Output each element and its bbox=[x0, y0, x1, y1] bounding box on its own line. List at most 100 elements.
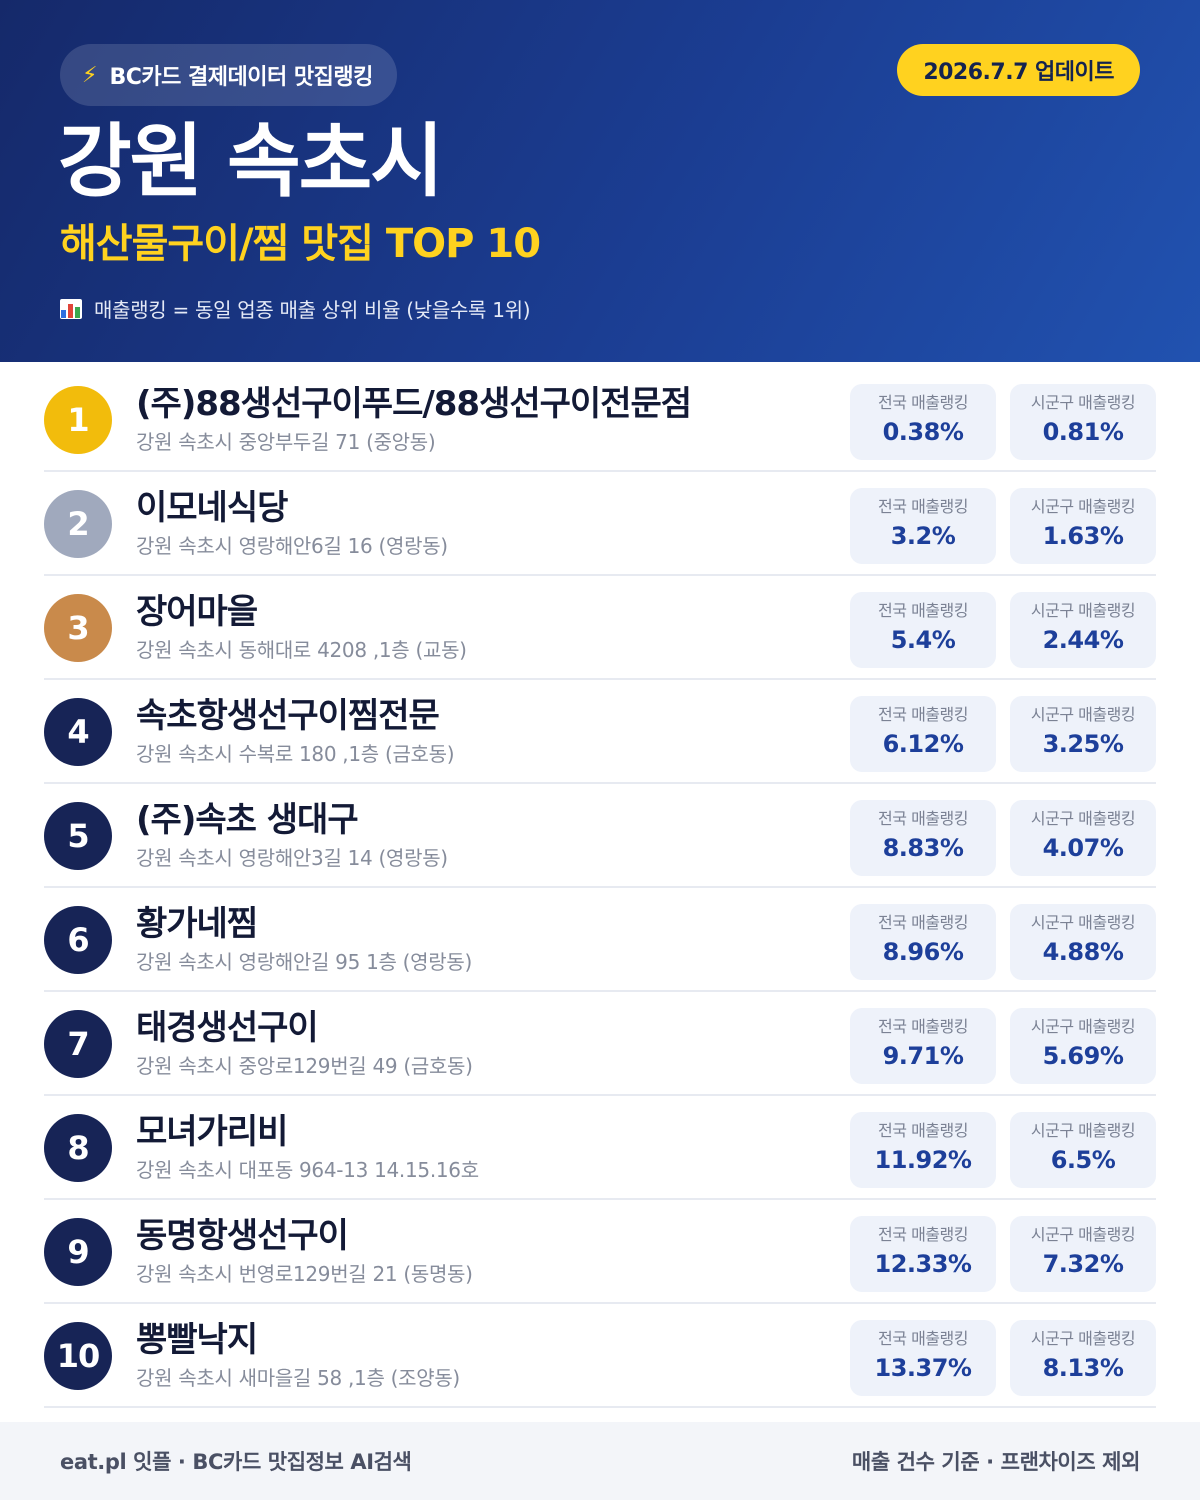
local-rank-label: 시군구 매출랭킹 bbox=[1030, 913, 1136, 932]
local-rank-card: 시군구 매출랭킹 0.81% bbox=[1010, 384, 1156, 460]
restaurant-row[interactable]: 10 뽕빨낙지 강원 속초시 새마을길 58 ,1층 (조양동) 전국 매출랭킹 13.… bbox=[44, 1304, 1156, 1408]
local-rank-card: 시군구 매출랭킹 5.69% bbox=[1010, 1008, 1156, 1084]
rank-badge: 1 bbox=[44, 386, 112, 454]
national-rank-label: 전국 매출랭킹 bbox=[878, 393, 968, 412]
local-rank-label: 시군구 매출랭킹 bbox=[1030, 497, 1136, 516]
national-rank-card: 전국 매출랭킹 5.4% bbox=[850, 592, 996, 668]
rank-badge: 10 bbox=[44, 1322, 112, 1390]
local-rank-label: 시군구 매출랭킹 bbox=[1030, 809, 1136, 828]
local-rank-label: 시군구 매출랭킹 bbox=[1030, 1017, 1136, 1036]
local-rank-value: 4.07% bbox=[1042, 834, 1124, 862]
restaurant-row[interactable]: 4 속초항생선구이찜전문 강원 속초시 수복로 180 ,1층 (금호동) 전국 매출… bbox=[44, 680, 1156, 784]
national-rank-label: 전국 매출랭킹 bbox=[878, 1225, 968, 1244]
local-rank-card: 시군구 매출랭킹 6.5% bbox=[1010, 1112, 1156, 1188]
restaurant-name[interactable]: 뽕빨낙지 bbox=[136, 1320, 258, 1360]
local-rank-value: 7.32% bbox=[1042, 1250, 1124, 1278]
restaurant-address: 강원 속초시 동해대로 4208 ,1층 (교동) bbox=[136, 638, 467, 662]
restaurant-name[interactable]: 장어마을 bbox=[136, 592, 258, 632]
page-title: 강원 속초시 bbox=[58, 115, 444, 208]
local-rank-label: 시군구 매출랭킹 bbox=[1030, 1329, 1136, 1348]
local-rank-card: 시군구 매출랭킹 8.13% bbox=[1010, 1320, 1156, 1396]
rank-badge: 9 bbox=[44, 1218, 112, 1286]
legend-text: 매출랭킹 = 동일 업종 매출 상위 비율 (낮을수록 1위) bbox=[94, 298, 531, 322]
restaurant-name[interactable]: 동명항생선구이 bbox=[136, 1216, 349, 1256]
local-rank-label: 시군구 매출랭킹 bbox=[1030, 1121, 1136, 1140]
restaurant-address: 강원 속초시 중앙로129번길 49 (금호동) bbox=[136, 1054, 473, 1078]
national-rank-value: 5.4% bbox=[890, 626, 956, 654]
national-rank-label: 전국 매출랭킹 bbox=[878, 601, 968, 620]
restaurant-name[interactable]: (주)88생선구이푸드/88생선구이전문점 bbox=[136, 384, 692, 424]
local-rank-label: 시군구 매출랭킹 bbox=[1030, 1225, 1136, 1244]
national-rank-label: 전국 매출랭킹 bbox=[878, 705, 968, 724]
national-rank-card: 전국 매출랭킹 0.38% bbox=[850, 384, 996, 460]
local-rank-card: 시군구 매출랭킹 7.32% bbox=[1010, 1216, 1156, 1292]
bar-chart-icon bbox=[60, 298, 82, 319]
national-rank-value: 13.37% bbox=[874, 1354, 972, 1382]
local-rank-card: 시군구 매출랭킹 4.88% bbox=[1010, 904, 1156, 980]
national-rank-card: 전국 매출랭킹 8.96% bbox=[850, 904, 996, 980]
rank-badge: 8 bbox=[44, 1114, 112, 1182]
national-rank-card: 전국 매출랭킹 8.83% bbox=[850, 800, 996, 876]
local-rank-value: 5.69% bbox=[1042, 1042, 1124, 1070]
rank-badge: 3 bbox=[44, 594, 112, 662]
restaurant-name[interactable]: 모녀가리비 bbox=[136, 1112, 288, 1152]
national-rank-label: 전국 매출랭킹 bbox=[878, 913, 968, 932]
restaurant-row[interactable]: 9 동명항생선구이 강원 속초시 번영로129번길 21 (동명동) 전국 매출랭킹 1… bbox=[44, 1200, 1156, 1304]
national-rank-value: 9.71% bbox=[882, 1042, 964, 1070]
restaurant-name[interactable]: 태경생선구이 bbox=[136, 1008, 319, 1048]
rank-badge: 7 bbox=[44, 1010, 112, 1078]
national-rank-value: 11.92% bbox=[874, 1146, 972, 1174]
restaurant-name[interactable]: 속초항생선구이찜전문 bbox=[136, 696, 440, 736]
national-rank-value: 8.83% bbox=[882, 834, 964, 862]
national-rank-value: 3.2% bbox=[890, 522, 956, 550]
rank-badge: 4 bbox=[44, 698, 112, 766]
local-rank-card: 시군구 매출랭킹 1.63% bbox=[1010, 488, 1156, 564]
national-rank-card: 전국 매출랭킹 12.33% bbox=[850, 1216, 996, 1292]
restaurant-address: 강원 속초시 대포동 964-13 14.15.16호 bbox=[136, 1158, 479, 1182]
footer-note: 매출 건수 기준 · 프랜차이즈 제외 bbox=[851, 1450, 1140, 1474]
local-rank-card: 시군구 매출랭킹 2.44% bbox=[1010, 592, 1156, 668]
lightning-icon: ⚡ bbox=[82, 62, 98, 88]
local-rank-value: 3.25% bbox=[1042, 730, 1124, 758]
local-rank-label: 시군구 매출랭킹 bbox=[1030, 393, 1136, 412]
rank-badge: 2 bbox=[44, 490, 112, 558]
local-rank-value: 0.81% bbox=[1042, 418, 1124, 446]
update-badge: 2026.7.7 업데이트 bbox=[897, 44, 1140, 96]
brand-label: BC카드 결제데이터 맛집랭킹 bbox=[109, 65, 373, 90]
footer: eat.pl 잇플 · BC카드 맛집정보 AI검색 매출 건수 기준 · 프랜… bbox=[0, 1422, 1200, 1500]
restaurant-address: 강원 속초시 중앙부두길 71 (중앙동) bbox=[136, 430, 436, 454]
restaurant-name[interactable]: 이모네식당 bbox=[136, 488, 288, 528]
national-rank-card: 전국 매출랭킹 13.37% bbox=[850, 1320, 996, 1396]
local-rank-value: 4.88% bbox=[1042, 938, 1124, 966]
restaurant-name[interactable]: (주)속초 생대구 bbox=[136, 800, 359, 840]
restaurant-address: 강원 속초시 영랑해안길 95 1층 (영랑동) bbox=[136, 950, 472, 974]
national-rank-value: 12.33% bbox=[874, 1250, 972, 1278]
local-rank-value: 1.63% bbox=[1042, 522, 1124, 550]
restaurant-name[interactable]: 황가네찜 bbox=[136, 904, 258, 944]
national-rank-value: 0.38% bbox=[882, 418, 964, 446]
national-rank-label: 전국 매출랭킹 bbox=[878, 1121, 968, 1140]
rank-badge: 6 bbox=[44, 906, 112, 974]
local-rank-value: 2.44% bbox=[1042, 626, 1124, 654]
local-rank-card: 시군구 매출랭킹 3.25% bbox=[1010, 696, 1156, 772]
national-rank-label: 전국 매출랭킹 bbox=[878, 1329, 968, 1348]
local-rank-value: 8.13% bbox=[1042, 1354, 1124, 1382]
national-rank-label: 전국 매출랭킹 bbox=[878, 1017, 968, 1036]
national-rank-label: 전국 매출랭킹 bbox=[878, 497, 968, 516]
footer-source: eat.pl 잇플 · BC카드 맛집정보 AI검색 bbox=[60, 1450, 412, 1474]
national-rank-label: 전국 매출랭킹 bbox=[878, 809, 968, 828]
local-rank-label: 시군구 매출랭킹 bbox=[1030, 601, 1136, 620]
national-rank-card: 전국 매출랭킹 11.92% bbox=[850, 1112, 996, 1188]
restaurant-address: 강원 속초시 영랑해안6길 16 (영랑동) bbox=[136, 534, 448, 558]
national-rank-card: 전국 매출랭킹 6.12% bbox=[850, 696, 996, 772]
local-rank-value: 6.5% bbox=[1050, 1146, 1116, 1174]
restaurant-address: 강원 속초시 영랑해안3길 14 (영랑동) bbox=[136, 846, 448, 870]
rank-badge: 5 bbox=[44, 802, 112, 870]
